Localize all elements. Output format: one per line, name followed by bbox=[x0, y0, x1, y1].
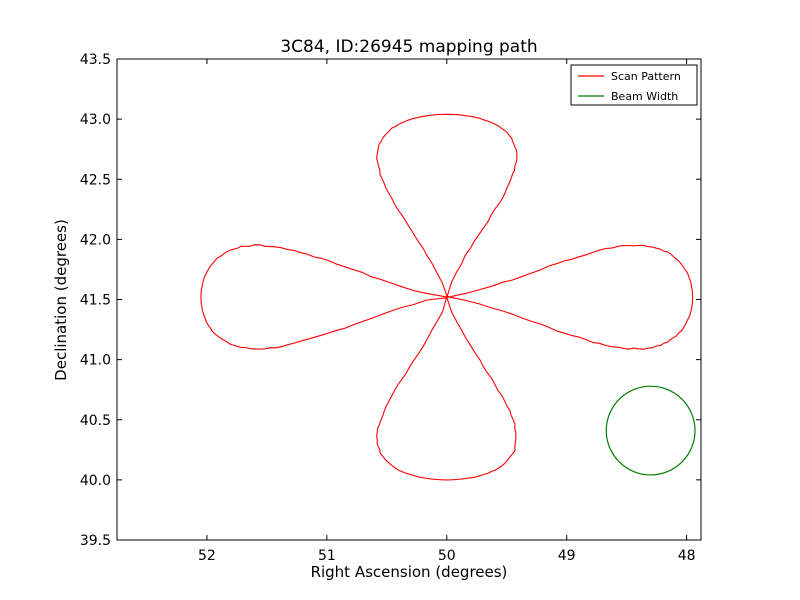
series-beam-width bbox=[605, 385, 696, 476]
legend-box bbox=[570, 64, 698, 106]
x-tick-label: 51 bbox=[318, 548, 336, 564]
y-tick-label: 41.5 bbox=[80, 293, 111, 309]
y-tick-label: 39.5 bbox=[80, 533, 111, 549]
y-tick-label: 40.5 bbox=[80, 413, 111, 429]
y-tick-label: 41.0 bbox=[80, 353, 111, 369]
y-tick-label: 42.0 bbox=[80, 232, 111, 248]
y-tick-label: 40.0 bbox=[80, 473, 111, 489]
x-axis-label: Right Ascension (degrees) bbox=[311, 563, 508, 581]
x-tick-label: 49 bbox=[558, 548, 576, 564]
legend-label-scan-pattern: Scan Pattern bbox=[611, 70, 681, 83]
x-tick-label: 50 bbox=[438, 548, 456, 564]
legend: Scan Pattern Beam Width bbox=[570, 64, 698, 106]
chart-title: 3C84, ID:26945 mapping path bbox=[280, 37, 537, 57]
y-axis-label: Declination (degrees) bbox=[52, 219, 70, 381]
x-tick-label: 48 bbox=[678, 548, 696, 564]
y-tick-label: 43.5 bbox=[80, 52, 111, 68]
legend-label-beam-width: Beam Width bbox=[611, 90, 678, 103]
y-tick-label: 42.5 bbox=[80, 172, 111, 188]
plot-area bbox=[200, 113, 696, 481]
x-axis-ticks: 52 51 50 49 48 bbox=[198, 59, 696, 564]
series-scan-pattern bbox=[200, 113, 694, 481]
x-tick-label: 52 bbox=[198, 548, 216, 564]
y-axis-ticks: 39.5 40.0 40.5 41.0 41.5 42.0 42.5 43.0 43.5 bbox=[80, 52, 701, 549]
y-tick-label: 43.0 bbox=[80, 112, 111, 128]
